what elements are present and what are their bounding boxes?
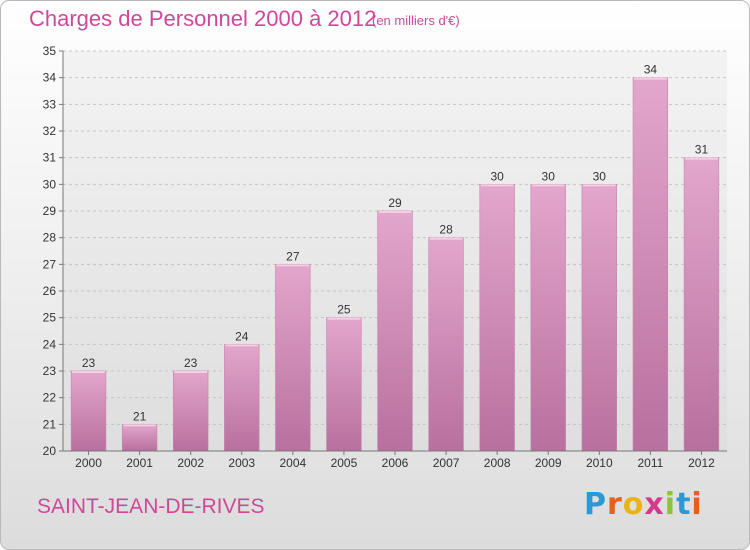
y-tick-label: 32 [43,124,57,138]
bar-value-label: 21 [133,409,147,423]
bar-highlight [582,184,616,187]
bar-highlight [378,211,412,213]
x-tick-label: 2005 [331,456,358,470]
y-tick-label: 26 [43,284,57,298]
bar [377,210,413,452]
x-tick-label: 2006 [382,456,409,470]
y-tick-label: 33 [43,97,57,111]
y-tick-label: 34 [43,71,57,85]
bar [479,184,515,452]
bar-highlight [174,371,208,373]
x-tick-label: 2004 [279,456,306,470]
bar [326,317,362,452]
bar-value-label: 30 [542,169,556,183]
logo-letter: i [664,487,677,522]
bar-value-label: 34 [644,63,658,77]
bar-highlight [72,371,105,373]
bar [275,264,311,452]
bar-highlight [531,184,565,187]
y-tick-label: 30 [43,177,57,191]
bar-value-label: 31 [695,143,709,157]
bar [683,157,720,452]
logo-letter: i [691,487,703,522]
logo-letter: t [676,487,692,522]
bar-highlight [276,264,310,267]
bar [121,424,158,452]
y-tick-label: 27 [43,257,57,271]
y-tick-label: 22 [43,391,57,405]
bar [224,344,260,452]
bar-value-label: 24 [235,329,249,343]
bar-highlight [480,184,514,187]
bar-highlight [429,237,463,240]
bars: 23 21 23 24 27 25 29 28 30 30 30 34 31 [70,63,720,452]
bar-value-label: 30 [490,169,504,183]
bar-value-label: 25 [337,303,351,317]
x-tick-label: 2009 [535,456,562,470]
y-tick-label: 23 [43,364,57,378]
x-tick-label: 2000 [75,456,102,470]
y-tick-label: 25 [43,311,57,325]
bar-value-label: 29 [388,196,402,210]
bar-value-label: 23 [82,356,96,370]
bar-highlight [685,157,718,160]
bar-value-label: 30 [593,169,607,183]
x-tick-label: 2008 [484,456,511,470]
bar-value-label: 23 [184,356,198,370]
x-tick-label: 2011 [637,456,663,470]
x-tick-label: 2010 [586,456,613,470]
bar [581,184,617,452]
bar [173,370,209,452]
y-tick-label: 31 [43,151,57,165]
logo-letter: r [607,487,623,522]
logo-letter: P [584,487,607,522]
bar [530,184,566,452]
bar-highlight [327,317,361,320]
bar [70,370,107,452]
axes: 20 21 22 23 24 25 26 27 28 29 30 31 32 33 34 35 2000 2001… [43,44,727,470]
proxiti-logo: Proxiti [584,487,703,522]
bar [428,237,464,452]
y-tick-label: 21 [43,417,57,431]
bar-value-label: 28 [439,223,453,237]
x-tick-label: 2003 [228,456,255,470]
bar-highlight [225,344,259,347]
bar [632,77,669,452]
bar-highlight [634,77,667,80]
x-tick-label: 2007 [433,456,460,470]
y-tick-label: 24 [43,337,57,351]
chart-title: Charges de Personnel 2000 à 2012 [29,6,377,31]
chart-subtitle: (en milliers d'€) [372,13,460,28]
logo-letter: x [644,487,665,522]
bar-highlight [123,424,156,427]
x-tick-label: 2001 [126,456,153,470]
commune-name: SAINT-JEAN-DE-RIVES [37,495,265,518]
y-tick-label: 35 [43,44,57,58]
y-tick-label: 29 [43,204,57,218]
y-tick-label: 28 [43,231,57,245]
bar-value-label: 27 [286,249,300,263]
logo-letter: o [622,487,645,522]
x-tick-label: 2012 [688,456,715,470]
y-tick-label: 20 [43,444,57,458]
x-tick-label: 2002 [177,456,204,470]
